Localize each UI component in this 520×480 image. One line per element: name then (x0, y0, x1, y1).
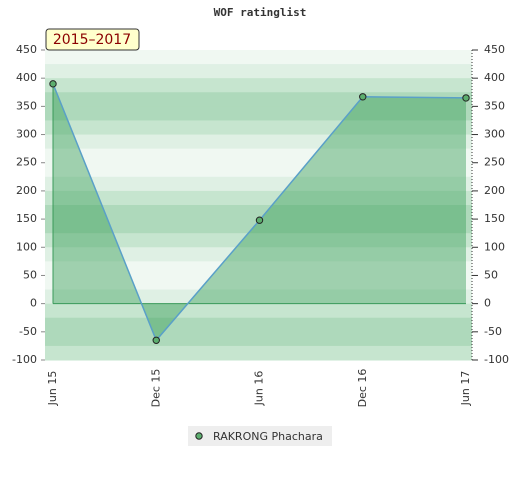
background-stripe (45, 331, 472, 347)
y2-tick-label: 50 (484, 268, 498, 281)
badge: 2015–2017 (53, 32, 131, 48)
point (255, 216, 264, 224)
background-stripe (45, 317, 472, 333)
y2-tick-label: 300 (484, 128, 505, 141)
background-stripe (45, 275, 472, 291)
area (53, 83, 466, 341)
point (462, 94, 470, 102)
y2-tick-label: 250 (484, 156, 505, 169)
point (152, 336, 160, 344)
legend-marker (195, 432, 203, 440)
background-stripe (45, 78, 472, 93)
x-tick-label: Dec 16 (356, 369, 369, 408)
y-tick-label: 250 (16, 156, 37, 169)
background-stripe (45, 247, 472, 262)
y-tick-label: 400 (16, 71, 37, 84)
x-tick-label: Dec 15 (149, 369, 162, 408)
y2-tick-label: -100 (484, 353, 509, 366)
x-tick-label: Jun 17 (459, 371, 472, 407)
y-tick-label: 350 (16, 99, 37, 112)
background-stripe (45, 345, 472, 361)
y2-tick-label: 400 (484, 71, 505, 84)
y2-tick-label: 350 (484, 99, 505, 112)
y-tick-label: 150 (16, 212, 37, 225)
background-stripe (45, 303, 472, 319)
background-stripe (45, 219, 472, 234)
background-stripe (45, 261, 472, 276)
badge-box (45, 28, 140, 51)
legend-box (188, 426, 332, 446)
y-tick-label: 200 (16, 184, 37, 197)
y2-tick-label: 200 (484, 184, 505, 197)
background-stripe (45, 190, 472, 206)
background-stripe (45, 176, 472, 192)
y2-tick-label: 0 (484, 297, 491, 310)
y2-tick-label: 100 (484, 240, 505, 253)
chart-title: WOF ratinglist (214, 6, 307, 19)
y-tick-label: 50 (23, 268, 37, 281)
background-stripe (45, 162, 472, 178)
point (359, 93, 367, 101)
y-tick-label: -50 (19, 325, 37, 338)
x-tick-label: Jun 16 (253, 371, 266, 407)
x-tick-label: Jun 15 (46, 371, 59, 407)
background-stripe (45, 205, 472, 220)
background-stripe (45, 289, 472, 305)
point (49, 80, 57, 88)
legend-label: RAKRONG Phachara (213, 430, 323, 443)
background-stripe (45, 106, 472, 121)
y-tick-label: 100 (16, 240, 37, 253)
background-stripe (45, 134, 472, 150)
background-stripe (45, 148, 472, 164)
background-stripe (45, 64, 472, 79)
background-stripe (45, 233, 472, 248)
y-tick-label: -100 (12, 353, 37, 366)
background-stripe (45, 50, 472, 65)
y2-tick-label: -50 (484, 325, 502, 338)
background-stripe (45, 120, 472, 136)
y-tick-label: 450 (16, 43, 37, 56)
y2-tick-label: 150 (484, 212, 505, 225)
y-tick-label: 300 (16, 128, 37, 141)
y-tick-label: 0 (30, 297, 37, 310)
y2-tick-label: 450 (484, 43, 505, 56)
